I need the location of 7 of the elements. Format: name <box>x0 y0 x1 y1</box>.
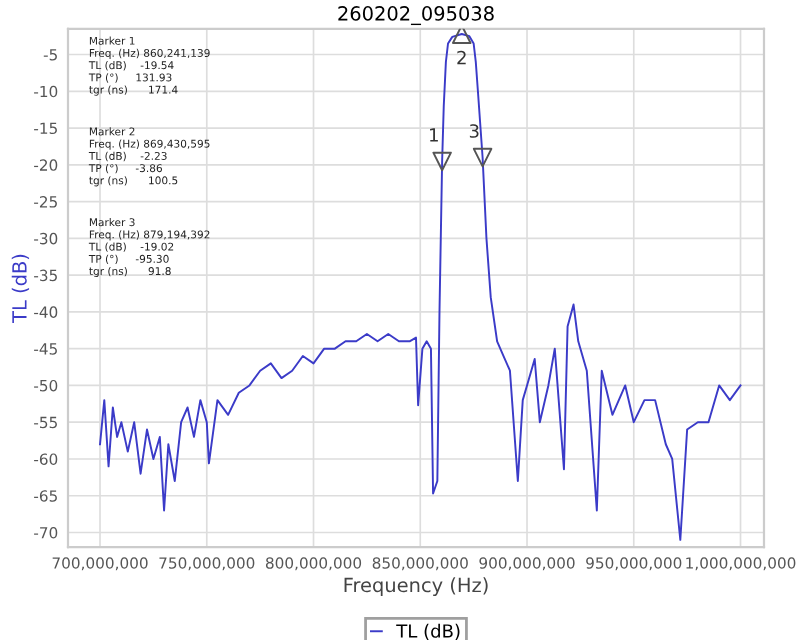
x-axis-title: Frequency (Hz) <box>344 577 488 597</box>
annotation: 1 <box>430 128 438 142</box>
legend-label: TL (dB) <box>396 623 460 640</box>
annotation: 3 <box>469 124 479 138</box>
annotation: 2 <box>457 50 466 65</box>
chart-title: 260202_095038 <box>338 6 494 26</box>
y-axis-title: TL (dB) <box>11 254 30 323</box>
